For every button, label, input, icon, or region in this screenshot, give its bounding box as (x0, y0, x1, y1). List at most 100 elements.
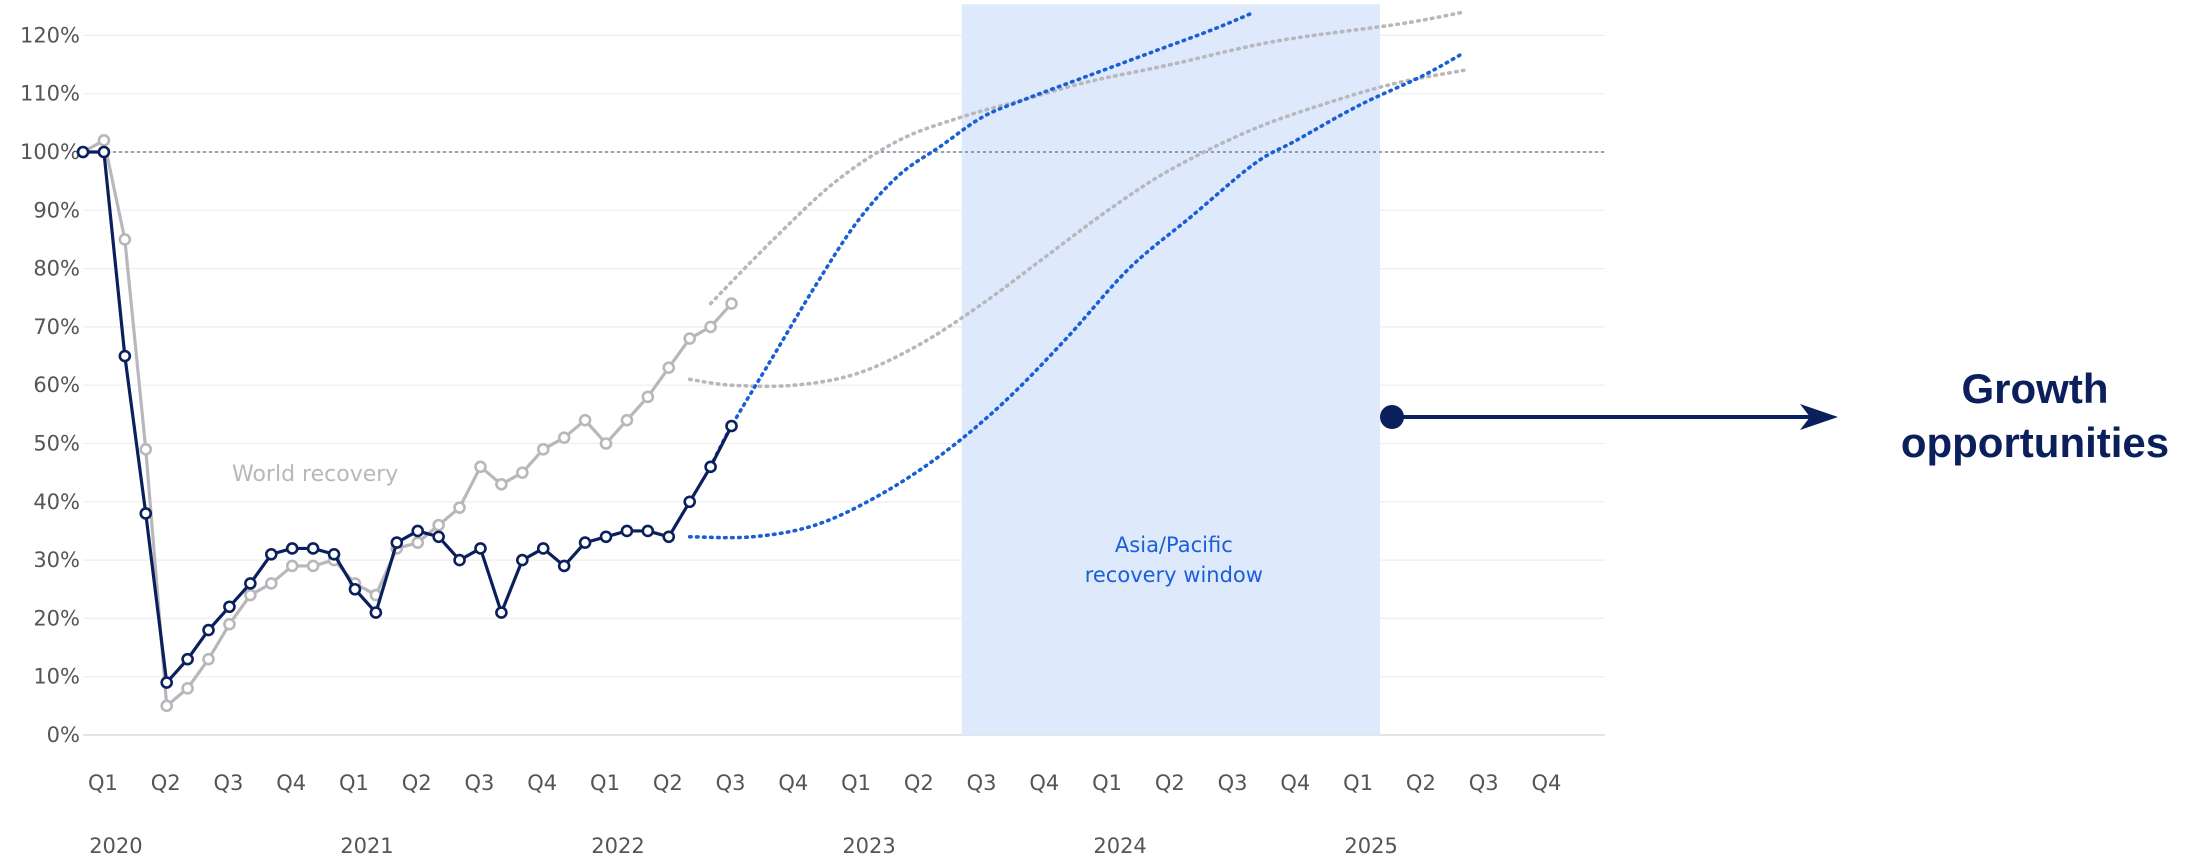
data-point (453, 501, 466, 514)
year-label: 2023 (842, 834, 895, 856)
year-label: 2021 (340, 834, 393, 856)
data-point (223, 617, 236, 631)
projection-line-3 (708, 10, 1257, 469)
x-tick-label: Q3 (716, 771, 746, 795)
data-point (139, 443, 153, 456)
data-point (683, 495, 696, 509)
data-point (244, 588, 257, 602)
callout-arrow (1380, 404, 1838, 430)
y-tick-label: 0% (47, 723, 80, 747)
data-point (599, 530, 613, 544)
x-tick-label: Q2 (1406, 771, 1436, 795)
data-point (76, 145, 90, 159)
data-point (704, 320, 717, 334)
y-tick-label: 40% (33, 490, 80, 514)
data-point (725, 419, 738, 433)
year-label: 2020 (89, 834, 142, 856)
arrow-head (1800, 404, 1838, 430)
data-point (704, 460, 717, 474)
data-point (348, 582, 362, 596)
x-tick-label: Q4 (276, 771, 306, 795)
x-axis: Q1 Q2 Q3 Q4 Q1 Q2 Q3 Q4 Q1 Q2 Q3 Q4 Q1 Q2 Q3 Q4 Q1 Q2 Q3 Q4… (88, 771, 1561, 856)
recovery-window: Asia/Pacific recovery window (961, 4, 1381, 735)
data-point (474, 542, 487, 555)
callout-line-1: Growth (1961, 365, 2109, 412)
series-lines (76, 134, 738, 713)
data-point (620, 524, 634, 538)
data-point (411, 524, 425, 538)
data-point (578, 536, 592, 549)
data-point (411, 536, 425, 549)
y-tick-label: 10% (33, 665, 80, 689)
data-point (181, 682, 194, 695)
data-point (327, 547, 341, 561)
data-point (516, 466, 529, 479)
data-point (432, 530, 445, 544)
data-point (264, 547, 278, 561)
y-tick-label: 110% (20, 82, 80, 106)
data-point (306, 559, 320, 573)
data-point (536, 542, 550, 555)
x-tick-label: Q4 (527, 771, 557, 795)
data-point (139, 507, 153, 520)
x-tick-label: Q4 (1280, 771, 1310, 795)
x-tick-label: Q1 (841, 771, 871, 795)
x-tick-label: Q4 (1029, 771, 1059, 795)
data-point (97, 134, 111, 147)
data-point (474, 460, 487, 474)
y-tick-label: 20% (33, 606, 80, 630)
recovery-window-label: recovery window (1085, 563, 1263, 587)
y-tick-label: 120% (20, 23, 80, 47)
recovery-window-label: Asia/Pacific (1115, 533, 1233, 557)
series-line-asia-pacific (83, 150, 733, 685)
data-point (97, 145, 111, 159)
x-tick-label: Q1 (88, 771, 118, 795)
data-point (453, 553, 466, 567)
data-point (599, 437, 613, 450)
year-label: 2022 (591, 834, 644, 856)
series-line-world (82, 138, 733, 708)
data-point (557, 431, 571, 444)
y-tick-label: 60% (33, 373, 80, 397)
data-point (369, 606, 383, 619)
year-label: 2025 (1344, 834, 1397, 856)
data-point (578, 413, 592, 427)
x-tick-label: Q3 (1469, 771, 1499, 795)
x-tick-label: Q3 (967, 771, 997, 795)
data-point (662, 530, 676, 544)
data-point (641, 524, 655, 538)
data-point (285, 559, 299, 573)
x-tick-label: Q2 (904, 771, 934, 795)
x-tick-label: Q1 (1343, 771, 1373, 795)
data-point (662, 361, 676, 375)
x-tick-label: Q4 (778, 771, 808, 795)
y-axis: 0% 10% 20% 30% 40% 50% 60% 70% 80% 90% 100% 110% 120… (20, 23, 80, 747)
projection-line-2 (687, 68, 1466, 389)
data-point (244, 577, 257, 590)
y-tick-label: 50% (33, 432, 80, 456)
recovery-window-band (961, 4, 1381, 735)
x-tick-label: Q1 (590, 771, 620, 795)
data-point (118, 233, 132, 246)
data-point (160, 676, 173, 689)
y-tick-label: 90% (33, 198, 80, 222)
data-point (516, 553, 529, 567)
data-point (390, 536, 404, 549)
data-point (620, 413, 634, 427)
data-point (725, 297, 738, 310)
projection-line-4 (687, 51, 1466, 540)
x-tick-label: Q3 (465, 771, 495, 795)
data-point (285, 542, 299, 555)
growth-callout: Growth opportunities (1880, 362, 2190, 470)
x-tick-label: Q3 (213, 771, 243, 795)
data-point (536, 443, 550, 456)
y-tick-label: 100% (20, 140, 80, 164)
x-tick-label: Q2 (151, 771, 181, 795)
data-point (223, 600, 236, 614)
annotations: World recovery (232, 462, 398, 487)
y-tick-label: 30% (33, 548, 80, 572)
projection-lines (687, 10, 1466, 540)
x-tick-label: Q2 (402, 771, 432, 795)
x-tick-label: Q3 (1218, 771, 1248, 795)
